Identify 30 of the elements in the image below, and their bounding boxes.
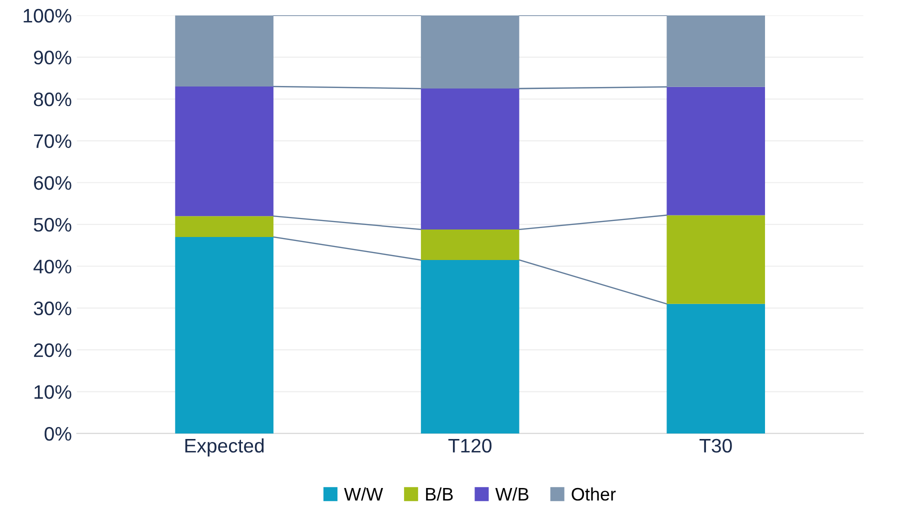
legend-label: W/B bbox=[495, 487, 528, 501]
y-tick-label: 50% bbox=[34, 218, 72, 232]
y-tick-label: 10% bbox=[34, 385, 72, 399]
bar bbox=[175, 236, 274, 434]
bar bbox=[420, 15, 520, 89]
x-tick-label: T30 bbox=[700, 438, 732, 453]
y-tick-label: 80% bbox=[34, 92, 72, 106]
x-tick-label: T120 bbox=[448, 438, 492, 453]
y-tick-label: 0% bbox=[44, 426, 72, 441]
y-tick-label: 20% bbox=[34, 343, 72, 358]
bar bbox=[666, 304, 766, 434]
bar bbox=[666, 215, 766, 304]
y-tick-label: 70% bbox=[34, 134, 72, 148]
y-tick-label: 100% bbox=[24, 8, 72, 23]
bar bbox=[420, 229, 520, 260]
bar bbox=[420, 88, 520, 230]
bar bbox=[420, 260, 520, 434]
legend-label: B/B bbox=[426, 487, 453, 501]
y-tick-label: 40% bbox=[34, 260, 72, 274]
y-tick-label: 90% bbox=[34, 50, 72, 64]
legend-label: W/W bbox=[344, 487, 384, 501]
bar bbox=[666, 15, 766, 87]
y-tick-label: 60% bbox=[34, 176, 72, 190]
bar bbox=[175, 216, 274, 237]
legend-label: Other bbox=[572, 487, 616, 501]
bar bbox=[666, 86, 766, 216]
x-tick-label: Expected bbox=[185, 438, 264, 456]
y-tick-label: 30% bbox=[34, 302, 72, 316]
bar bbox=[175, 15, 274, 86]
bar bbox=[175, 86, 274, 216]
